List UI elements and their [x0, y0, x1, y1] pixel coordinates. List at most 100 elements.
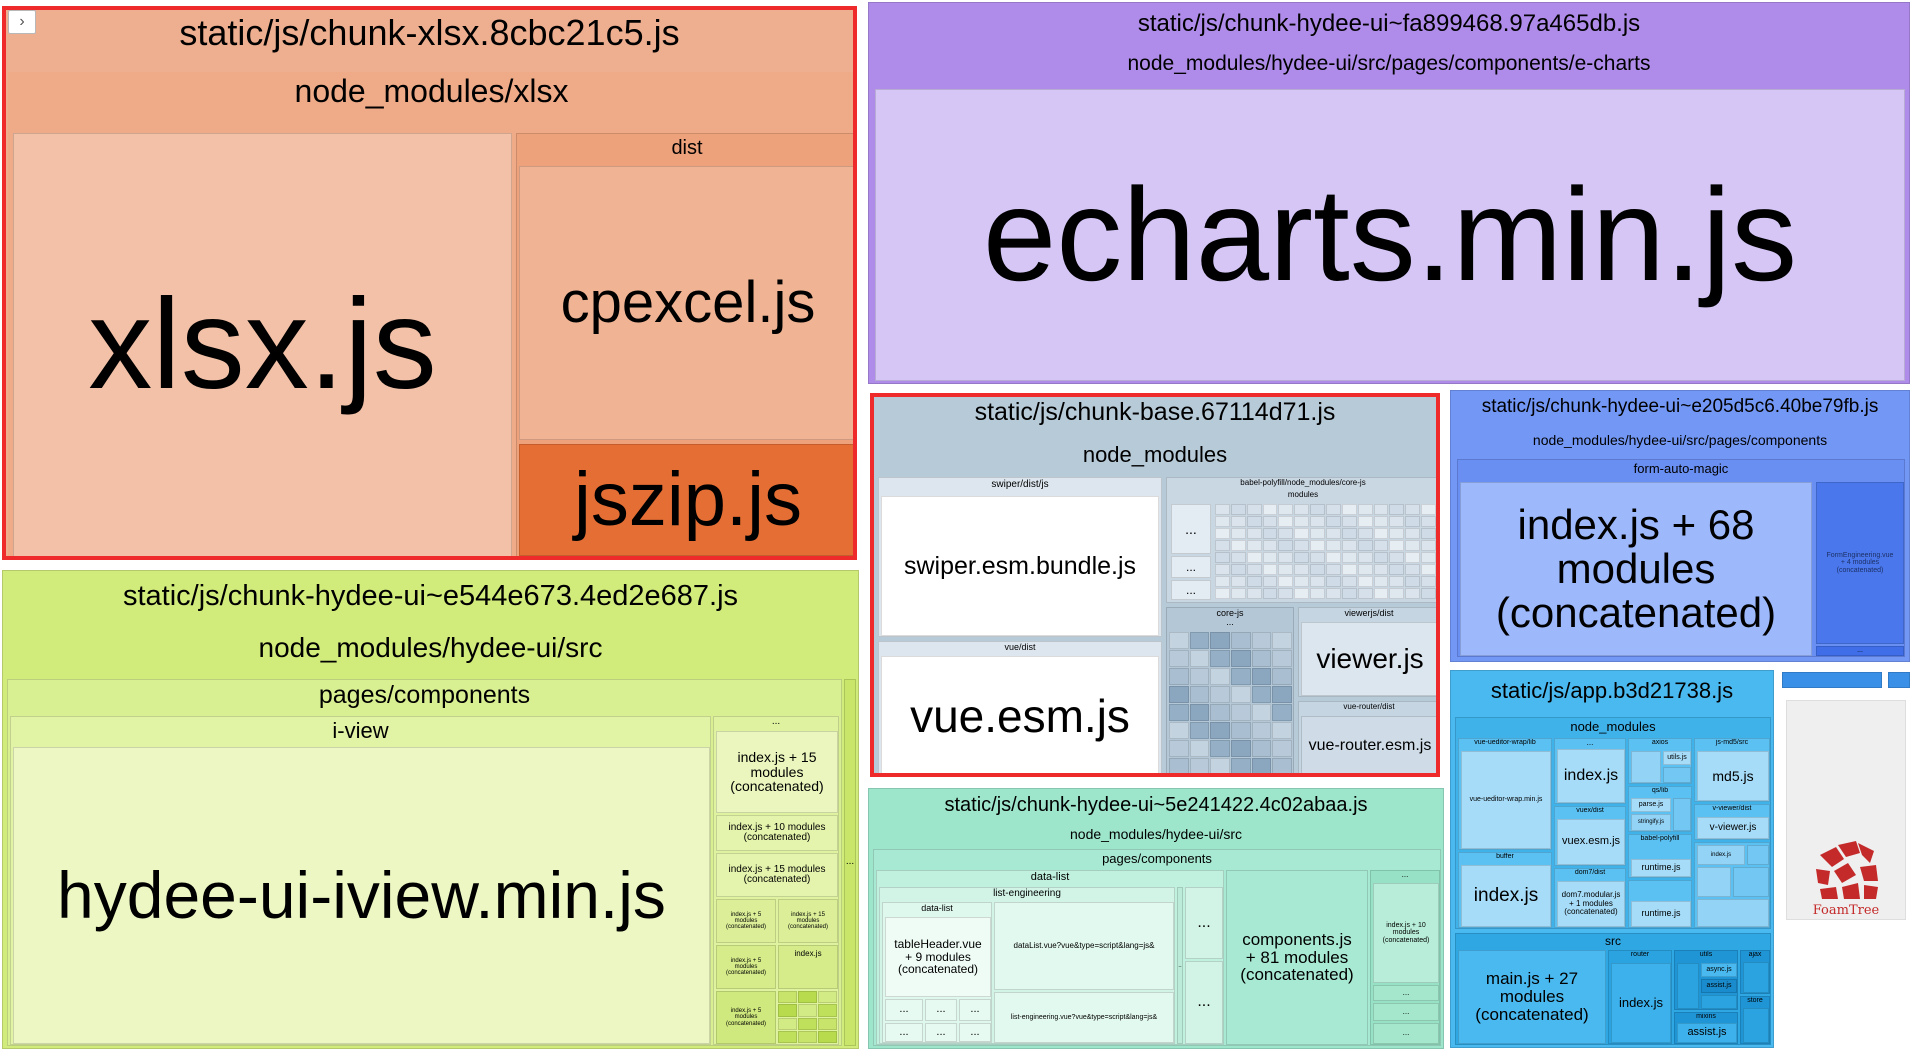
app-small-index[interactable]: index.js — [1697, 845, 1745, 865]
list-engineering-folder[interactable]: list-engineering data-list tableHeader.v… — [879, 887, 1175, 1044]
data-list-right-a[interactable]: ... — [1185, 887, 1223, 959]
md5-module[interactable]: md5.js — [1697, 751, 1769, 801]
i-view-folder[interactable]: i-view hydee-ui-iview.min.js — [10, 716, 711, 1045]
vue-ueditor-module[interactable]: vue-ueditor-wrap.min.js — [1461, 751, 1551, 849]
axios-folder[interactable]: axios utils.js — [1628, 738, 1692, 784]
router-folder[interactable]: router index.js — [1608, 950, 1672, 1044]
vue-esm-js-module[interactable]: vue.esm.js — [881, 656, 1159, 773]
inner-small-a[interactable]: ... — [885, 999, 923, 1021]
form-auto-magic-index-module[interactable]: index.js + 68 modules (concatenated) — [1460, 482, 1812, 656]
qs-stringify-module[interactable]: stringify.js — [1631, 814, 1671, 831]
dom7-folder[interactable]: dom7/dist dom7.modular.js + 1 modules (c… — [1554, 868, 1626, 928]
vuex-folder[interactable]: vuex/dist vuex.esm.js — [1554, 806, 1626, 866]
echarts-min-js-module[interactable]: echarts.min.js — [875, 89, 1905, 381]
chunk-app[interactable]: static/js/app.b3d21738.js node_modules v… — [1450, 670, 1774, 1048]
axios-utils-module[interactable]: utils.js — [1663, 751, 1691, 765]
5e24-pages-components-folder[interactable]: pages/components data-list list-engineer… — [873, 849, 1441, 1046]
data-list-folder[interactable]: data-list list-engineering data-list tab… — [876, 870, 1224, 1045]
runtime-folder-b[interactable]: runtime.js — [1628, 880, 1692, 928]
store-folder[interactable]: store — [1740, 996, 1770, 1044]
components-js-module[interactable]: components.js + 81 modules (concatenated… — [1226, 870, 1368, 1045]
inner-small-e[interactable]: ... — [925, 1023, 957, 1042]
v-viewer-module[interactable]: v-viewer.js — [1697, 817, 1769, 839]
5e24-right-tile-b[interactable]: ... — [1373, 1003, 1439, 1021]
main-js-module[interactable]: main.js + 27 modules (concatenated) — [1458, 950, 1606, 1044]
xlsx-js-module[interactable]: xlsx.js — [13, 133, 512, 556]
chunk-small-b[interactable] — [1888, 672, 1910, 688]
index-15-module-a[interactable]: index.js + 15 modules (concatenated) — [716, 731, 838, 813]
jszip-js-module[interactable]: jszip.js — [519, 444, 853, 556]
qs-parse-module[interactable]: parse.js — [1631, 798, 1671, 812]
e544-right-folder[interactable]: ... index.js + 15 modules (concatenated)… — [713, 716, 839, 1045]
dom7-module[interactable]: dom7.modular.js + 1 modules (concatenate… — [1557, 881, 1625, 927]
small-module-a[interactable]: index.js + 5 modules (concatenated) — [716, 899, 776, 943]
chunk-hydee-ui-5e241422[interactable]: static/js/chunk-hydee-ui~5e241422.4c02ab… — [868, 788, 1444, 1049]
vue-router-folder[interactable]: vue-router/dist vue-router.esm.js — [1298, 701, 1436, 773]
inner-small-f[interactable]: ... — [959, 1023, 991, 1042]
vuex-esm-module[interactable]: vuex.esm.js — [1557, 819, 1625, 865]
core-js-folder[interactable]: core-js ... — [1166, 607, 1294, 773]
inner-small-d[interactable]: ... — [885, 1023, 923, 1042]
assist-js-module[interactable]: assist.js — [1677, 1023, 1737, 1043]
data-list-vue-module[interactable]: dataList.vue?vue&type=script&lang=js& — [994, 902, 1174, 990]
qs-folder[interactable]: qs/lib parse.js stringify.js — [1628, 786, 1692, 832]
inner-small-b[interactable]: ... — [925, 999, 957, 1021]
data-list-side-strip[interactable]: ... — [1177, 887, 1183, 1044]
form-auto-magic-small[interactable]: ... — [1816, 646, 1904, 656]
chunk-base[interactable]: static/js/chunk-base.67114d71.js node_mo… — [870, 393, 1440, 777]
utils-folder[interactable]: utils async.js assist.js — [1674, 950, 1738, 1010]
babel-module-small-c[interactable]: ... — [1171, 580, 1211, 600]
sidebar-toggle-button[interactable]: › — [8, 10, 36, 34]
app-src-folder[interactable]: src main.js + 27 modules (concatenated) … — [1455, 933, 1771, 1045]
chunk-small-a[interactable] — [1782, 672, 1882, 688]
small-module-c[interactable]: index.js + 5 modules (concatenated) — [716, 945, 776, 989]
5e24-index-10-module[interactable]: index.js + 10 modules (concatenated) — [1373, 883, 1439, 983]
mixins-folder[interactable]: mixins assist.js — [1674, 1012, 1738, 1044]
e544-pages-components-folder[interactable]: pages/components i-view hydee-ui-iview.m… — [7, 679, 842, 1046]
app-index-folder[interactable]: ... index.js — [1554, 738, 1626, 804]
app-index-module[interactable]: index.js — [1557, 749, 1625, 803]
runtime-module-a[interactable]: runtime.js — [1631, 859, 1691, 877]
inner-small-c[interactable]: ... — [959, 999, 991, 1021]
e544-side-strip[interactable]: ... — [844, 679, 856, 1046]
babel-polyfill-folder[interactable]: babel-polyfill/node_modules/core-js modu… — [1166, 477, 1436, 603]
babel-module-small-b[interactable]: ... — [1171, 556, 1211, 578]
5e24-right-tile-c[interactable]: ... — [1373, 1023, 1439, 1044]
viewer-js-module[interactable]: viewer.js — [1301, 622, 1436, 696]
list-eng-vue-module[interactable]: list-engineering.vue?vue&type=script&lan… — [994, 992, 1174, 1043]
small-module-e[interactable]: index.js + 5 modules (concatenated) — [716, 991, 776, 1044]
app-small-folder[interactable]: index.js — [1694, 842, 1770, 928]
js-md5-folder[interactable]: js-md5/src md5.js — [1694, 738, 1770, 802]
vue-dist-folder[interactable]: vue/dist vue.esm.js — [878, 641, 1162, 773]
inner-data-list-folder[interactable]: data-list tableHeader.vue + 9 modules (c… — [882, 902, 992, 1043]
router-index-module[interactable]: index.js — [1611, 963, 1671, 1043]
hydee-ui-iview-module[interactable]: hydee-ui-iview.min.js — [13, 747, 710, 1044]
form-engineering-module[interactable]: FormEngineering.vue + 4 modules (concate… — [1816, 482, 1904, 644]
chunk-hydee-ui-e544e673[interactable]: static/js/chunk-hydee-ui~e544e673.4ed2e6… — [2, 570, 859, 1049]
table-header-module[interactable]: tableHeader.vue + 9 modules (concatenate… — [885, 917, 991, 997]
assist-js-small[interactable]: assist.js — [1701, 979, 1737, 993]
index-15-module-b[interactable]: index.js + 15 modules (concatenated) — [716, 853, 838, 897]
data-list-right-b[interactable]: ... — [1185, 961, 1223, 1044]
swiper-folder[interactable]: swiper/dist/js swiper.esm.bundle.js — [878, 477, 1162, 637]
chunk-hydee-ui-e205d5c6[interactable]: static/js/chunk-hydee-ui~e205d5c6.40be79… — [1450, 390, 1910, 662]
ajax-folder[interactable]: ajax — [1740, 950, 1770, 994]
index-10-module[interactable]: index.js + 10 modules (concatenated) — [716, 815, 838, 851]
vue-router-esm-module[interactable]: vue-router.esm.js — [1301, 716, 1436, 773]
dist-folder[interactable]: dist cpexcel.js jszip.js — [516, 133, 853, 556]
babel-polyfill-app-folder[interactable]: babel-polyfill runtime.js — [1628, 834, 1692, 878]
cpexcel-js-module[interactable]: cpexcel.js — [519, 166, 853, 440]
chunk-xlsx[interactable]: static/js/chunk-xlsx.8cbc21c5.js node_mo… — [2, 6, 857, 560]
async-js-module[interactable]: async.js — [1701, 963, 1737, 977]
runtime-module-b[interactable]: runtime.js — [1631, 901, 1691, 927]
buffer-index-module[interactable]: index.js — [1461, 865, 1551, 927]
vue-ueditor-folder[interactable]: vue-ueditor-wrap/lib vue-ueditor-wrap.mi… — [1458, 738, 1552, 850]
swiper-esm-bundle-module[interactable]: swiper.esm.bundle.js — [881, 496, 1159, 636]
app-node-modules-folder[interactable]: node_modules vue-ueditor-wrap/lib vue-ue… — [1455, 717, 1771, 929]
small-module-b[interactable]: index.js + 15 modules (concatenated) — [778, 899, 838, 943]
form-auto-magic-folder[interactable]: form-auto-magic index.js + 68 modules (c… — [1457, 459, 1905, 657]
xlsx-folder[interactable]: node_modules/xlsx xlsx.js dist cpexcel.j… — [8, 72, 853, 556]
babel-module-small-a[interactable]: ... — [1171, 504, 1211, 554]
chunk-hydee-ui-fa899468[interactable]: static/js/chunk-hydee-ui~fa899468.97a465… — [868, 2, 1910, 384]
